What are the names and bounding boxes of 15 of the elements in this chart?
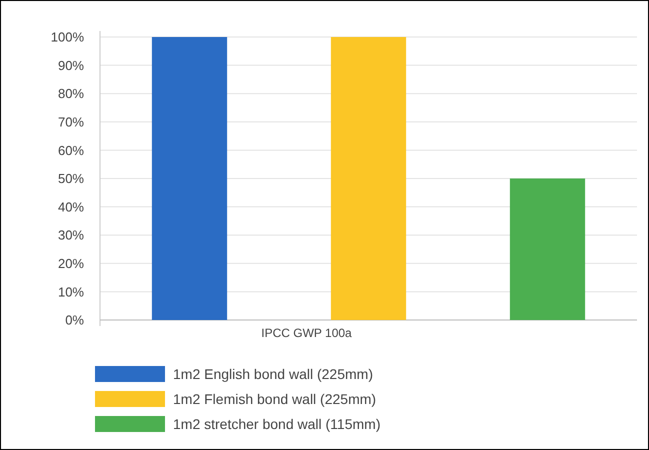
- y-tick-label: 70%: [58, 114, 84, 130]
- y-tick-label: 20%: [58, 256, 84, 271]
- y-tick-label: 90%: [58, 58, 84, 73]
- legend-label: 1m2 stretcher bond wall (115mm): [173, 416, 380, 432]
- legend-label: 1m2 English bond wall (225mm): [173, 366, 373, 382]
- y-tick-label: 80%: [58, 86, 84, 102]
- legend-label: 1m2 Flemish bond wall (225mm): [173, 390, 376, 407]
- y-tick-label: 30%: [58, 228, 84, 243]
- x-tick-label: IPCC GWP 100a: [261, 326, 352, 340]
- y-tick-label: 10%: [58, 284, 84, 300]
- y-tick-label: 60%: [58, 142, 84, 158]
- y-tick-label: 50%: [58, 171, 84, 186]
- y-tick-label: 40%: [58, 199, 84, 214]
- y-tick-label: 0%: [65, 312, 84, 328]
- y-tick-label: 100%: [50, 30, 84, 45]
